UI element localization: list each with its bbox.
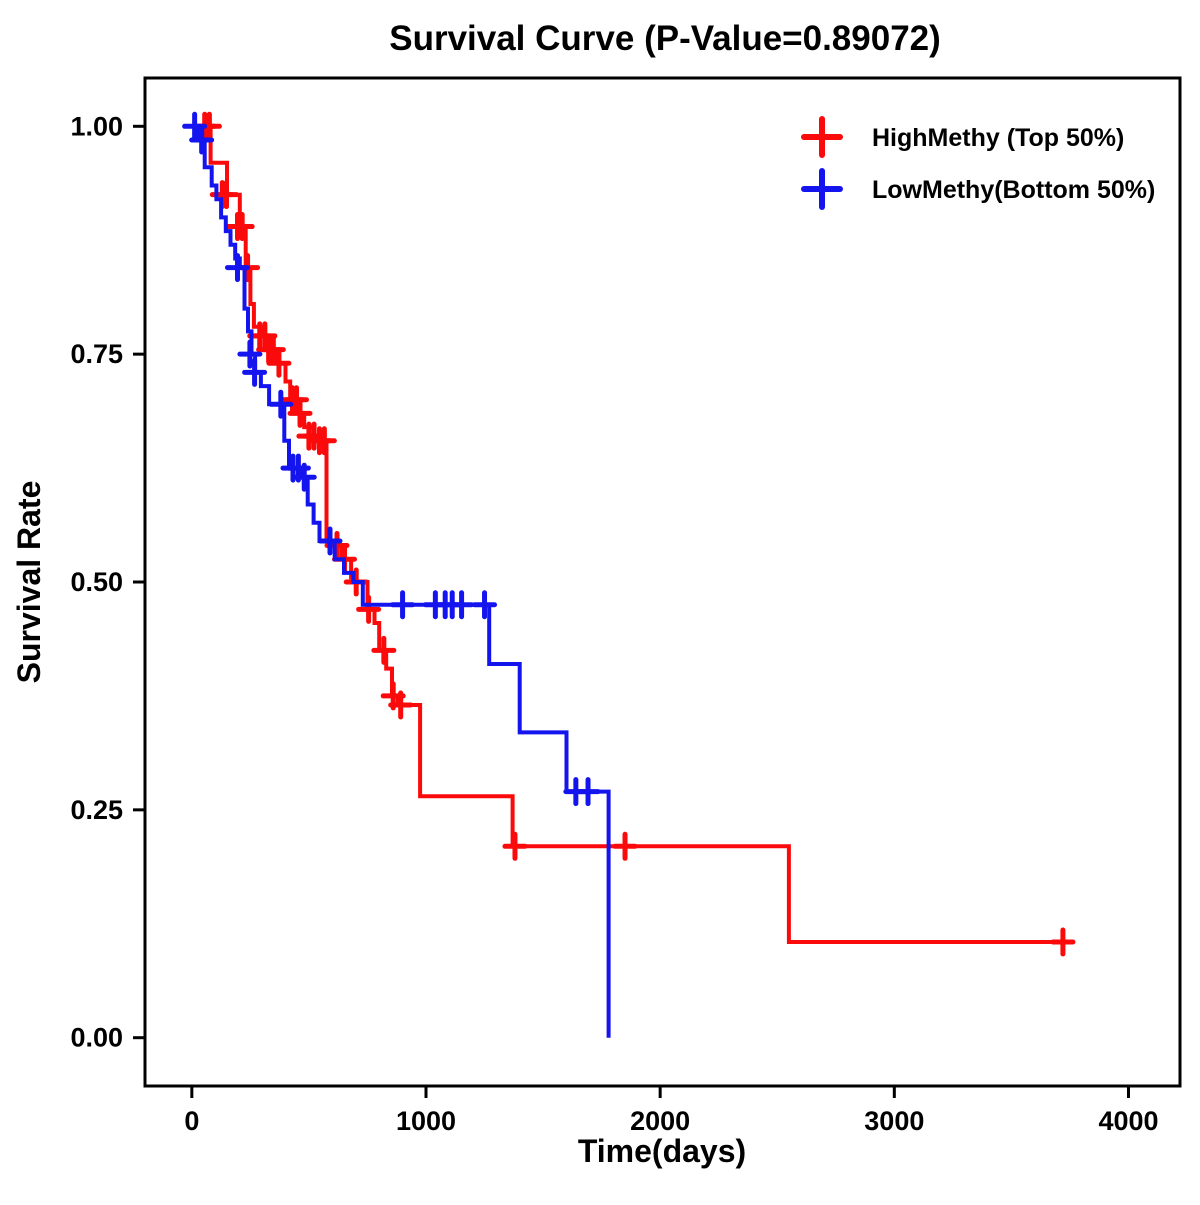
y-tick-label: 1.00 [70, 111, 123, 141]
legend-item-highmethy: HighMethy (Top 50%) [801, 116, 1124, 158]
y-axis-label: Survival Rate [11, 481, 47, 684]
y-tick-label: 0.75 [70, 339, 123, 369]
y-tick-label: 0.25 [70, 795, 123, 825]
legend-item-lowmethy: LowMethy(Bottom 50%) [801, 168, 1155, 210]
x-tick-label: 1000 [396, 1106, 456, 1136]
x-axis-label: Time(days) [578, 1133, 746, 1169]
x-tick-label: 2000 [630, 1106, 690, 1136]
legend: HighMethy (Top 50%) LowMethy(Bottom 50%) [801, 116, 1155, 210]
chart-title: Survival Curve (P-Value=0.89072) [389, 19, 941, 58]
y-tick-label: 0.00 [70, 1023, 123, 1053]
plot-frame [143, 76, 1182, 1088]
x-tick-label: 3000 [864, 1106, 924, 1136]
survival-curve-lowmethy [191, 124, 611, 1038]
survival-curves [182, 111, 1076, 1038]
y-axis-ticks: 0.00 0.25 0.50 0.75 1.00 [70, 111, 145, 1053]
x-axis-ticks: 0 1000 2000 3000 4000 [184, 1086, 1159, 1136]
y-tick-label: 0.50 [70, 567, 123, 597]
legend-label-lowmethy: LowMethy(Bottom 50%) [872, 176, 1155, 204]
x-tick-label: 0 [184, 1106, 199, 1136]
x-tick-label: 4000 [1098, 1106, 1158, 1136]
survival-curve-highmethy [191, 124, 1063, 944]
legend-label-highmethy: HighMethy (Top 50%) [872, 124, 1124, 152]
